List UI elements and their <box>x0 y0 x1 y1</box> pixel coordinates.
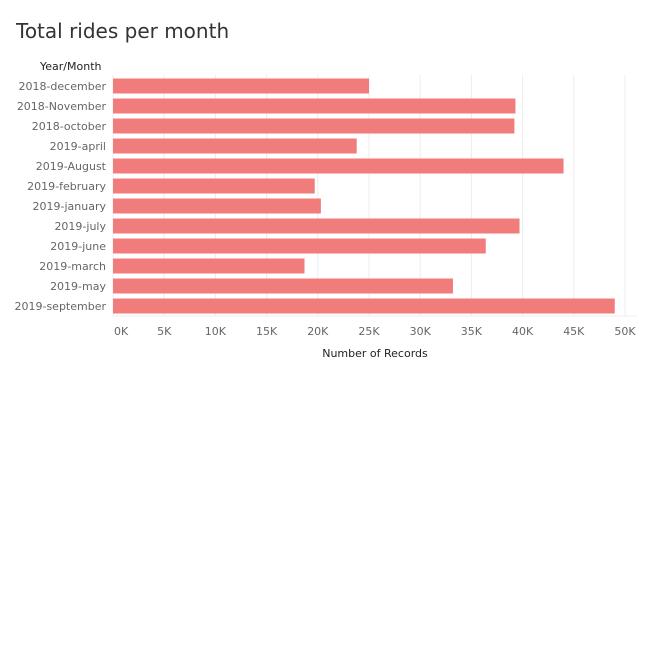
x-axis-title: Number of Records <box>322 347 428 360</box>
category-label: 2019-August <box>36 160 107 173</box>
category-label: 2019-march <box>39 260 106 273</box>
category-label: 2019-june <box>50 240 106 253</box>
bar[interactable] <box>113 78 369 94</box>
category-labels: 2018-december 2018-November 2018-october 20… <box>14 80 106 313</box>
category-label: 2019-january <box>33 200 107 213</box>
category-label: 2019-february <box>27 180 106 193</box>
bar[interactable] <box>113 98 516 114</box>
bar[interactable] <box>113 258 305 274</box>
bar[interactable] <box>113 178 315 194</box>
x-tick-label: 25K <box>358 325 380 338</box>
category-label: 2018-december <box>18 80 106 93</box>
bar[interactable] <box>113 298 615 314</box>
bar[interactable] <box>113 278 453 294</box>
y-axis-header: Year/Month <box>40 60 102 73</box>
x-tick-label: 5K <box>157 325 172 338</box>
bar[interactable] <box>113 118 515 134</box>
x-tick-label: 50K <box>614 325 636 338</box>
x-tick-labels: 0K 5K 10K 15K 20K 25K 30K 35K 40K 45K 50K <box>114 325 636 338</box>
grid-lines <box>112 75 637 317</box>
x-tick-label: 30K <box>410 325 432 338</box>
category-label: 2019-april <box>50 140 106 153</box>
bar[interactable] <box>113 158 564 174</box>
category-label: 2018-october <box>32 120 107 133</box>
bar[interactable] <box>113 218 520 234</box>
x-tick-label: 0K <box>114 325 129 338</box>
x-tick-label: 15K <box>256 325 278 338</box>
bars <box>113 78 615 314</box>
chart-title: Total rides per month <box>16 19 230 43</box>
x-tick-label: 35K <box>461 325 483 338</box>
category-label: 2018-November <box>17 100 107 113</box>
x-tick-label: 45K <box>563 325 585 338</box>
bar[interactable] <box>113 138 357 154</box>
bar[interactable] <box>113 198 321 214</box>
category-label: 2019-may <box>50 280 106 293</box>
x-tick-label: 20K <box>307 325 329 338</box>
category-label: 2019-july <box>54 220 106 233</box>
x-tick-label: 40K <box>512 325 534 338</box>
category-label: 2019-september <box>14 300 106 313</box>
bar[interactable] <box>113 238 486 254</box>
x-tick-label: 10K <box>205 325 227 338</box>
